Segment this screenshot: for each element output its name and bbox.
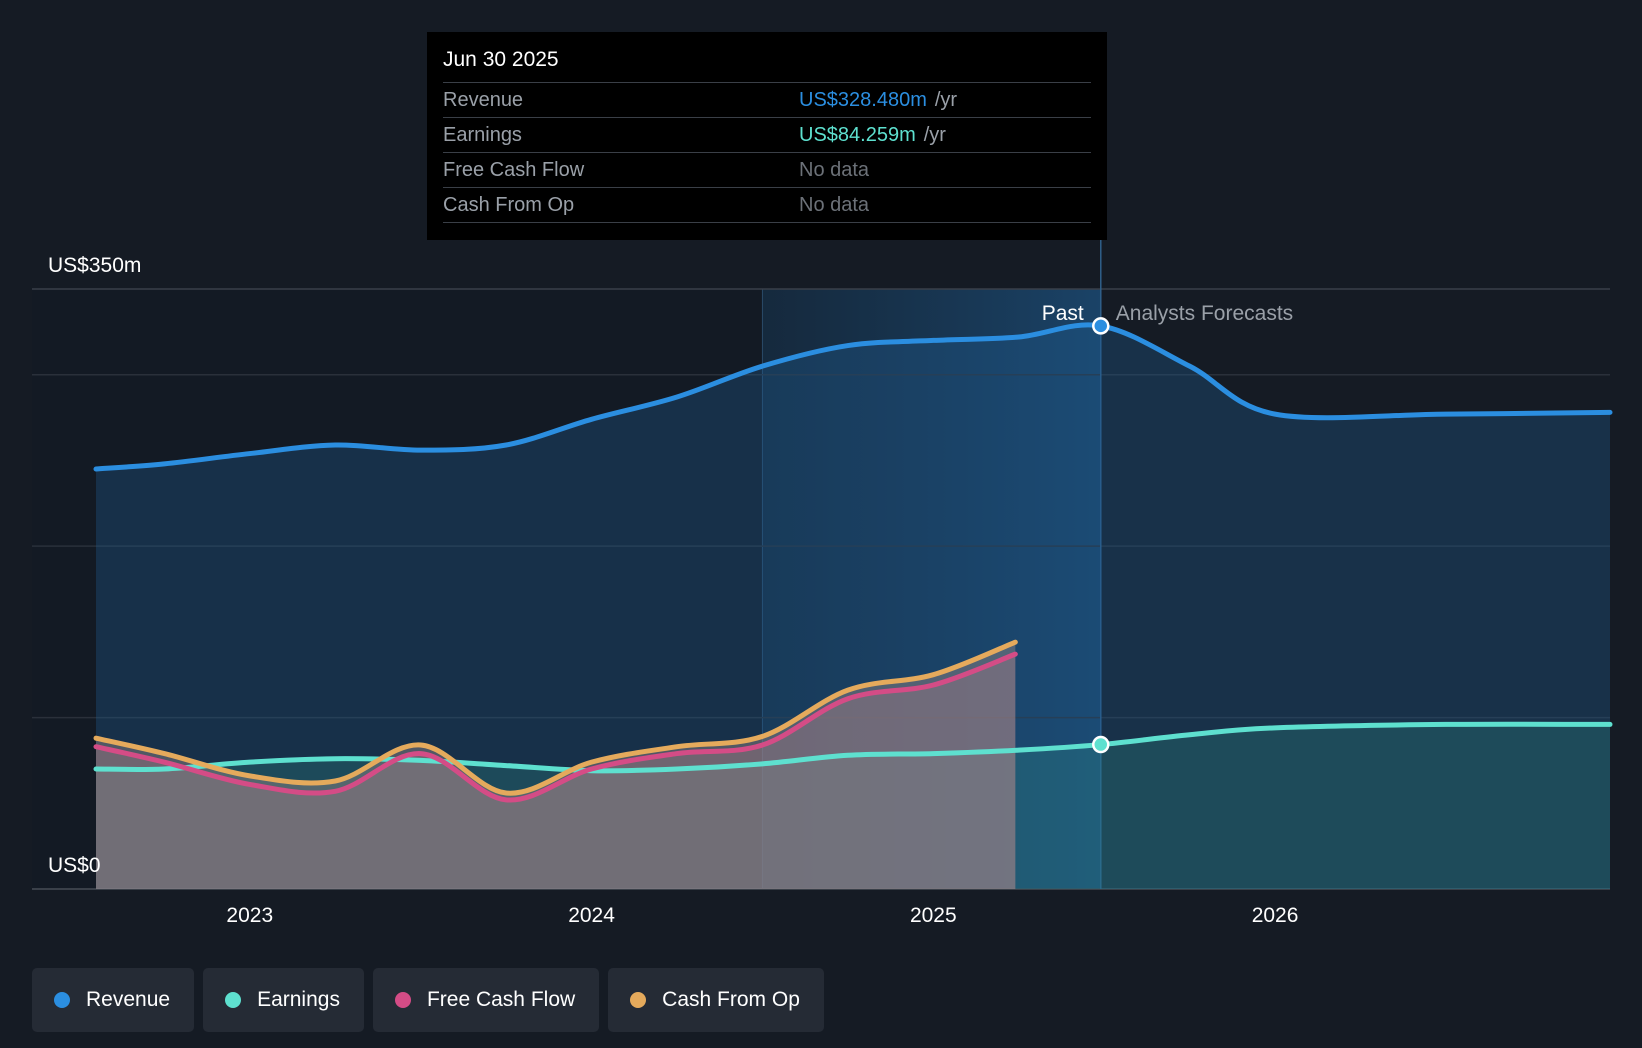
tooltip-value: US$84.259m (799, 123, 916, 146)
x-tick-label: 2024 (568, 904, 615, 927)
cash-from-op-area (96, 642, 1016, 889)
y-axis-bottom-label: US$0 (48, 854, 101, 877)
free-cash-flow-dot-icon (394, 992, 411, 1008)
tooltip-value: US$328.480m (799, 88, 927, 111)
tooltip-row-free-cash-flow: Free Cash Flow No data (443, 152, 1091, 187)
y-axis-top-label: US$350m (48, 254, 141, 277)
series-areas (96, 324, 1610, 889)
revenue-marker (1092, 317, 1110, 335)
chart: US$350m US$0 2023 2024 2025 2026 Past Analysts … (32, 240, 1613, 927)
cash-from-op-dot-icon (630, 992, 647, 1008)
legend-label: Cash From Op (662, 988, 800, 1011)
markers (1092, 317, 1110, 754)
tooltip-label: Free Cash Flow (443, 158, 585, 181)
free-cash-flow-line (93, 651, 1018, 803)
revenue-line (93, 322, 1613, 472)
revenue-area (96, 324, 1610, 889)
grid-lines (32, 240, 1610, 890)
legend-label: Revenue (86, 988, 171, 1011)
tooltip-value: No data (799, 193, 870, 216)
x-tick-label: 2023 (226, 904, 273, 927)
highlight-band (762, 289, 1101, 889)
legend-item-revenue[interactable]: Revenue (32, 968, 195, 1032)
legend-item-earnings[interactable]: Earnings (203, 968, 364, 1032)
legend-label: Free Cash Flow (426, 988, 576, 1011)
revenue-dot-icon (54, 992, 70, 1008)
x-tick-label: 2026 (1252, 904, 1299, 927)
tooltip-label: Revenue (443, 88, 524, 111)
series-lines (93, 322, 1613, 803)
tooltip-label: Earnings (443, 123, 522, 146)
tooltip-unit: /yr (934, 88, 958, 111)
tooltip-row-cash-from-op: Cash From Op No data (443, 187, 1091, 223)
chart-background (32, 289, 1101, 889)
earnings-line (93, 721, 1613, 774)
axis-labels: US$350m US$0 2023 2024 2025 2026 Past Analysts … (48, 254, 1298, 927)
legend-item-cash-from-op[interactable]: Cash From Op (608, 968, 824, 1032)
earnings-marker (1092, 735, 1110, 754)
past-label: Past (1042, 302, 1084, 325)
tooltip-row-earnings: Earnings US$84.259m /yr (443, 117, 1091, 152)
legend-item-free-cash-flow[interactable]: Free Cash Flow (372, 968, 600, 1032)
legend: Revenue Earnings Free Cash Flow Cash Fro… (32, 968, 824, 1032)
free-cash-flow-area (96, 654, 1016, 889)
tooltip-date: Jun 30 2025 (443, 48, 559, 71)
forecast-label: Analysts Forecasts (1116, 302, 1293, 325)
tooltip: Jun 30 2025 Revenue US$328.480m /yr Earn… (427, 32, 1107, 240)
cash-from-op-line (93, 639, 1018, 796)
tooltip-row-revenue: Revenue US$328.480m /yr (443, 82, 1091, 117)
tooltip-value: No data (799, 158, 870, 181)
x-tick-label: 2025 (910, 904, 957, 927)
earnings-dot-icon (225, 992, 242, 1008)
tooltip-unit: /yr (923, 123, 946, 146)
legend-label: Earnings (257, 988, 340, 1011)
tooltip-label: Cash From Op (443, 193, 575, 216)
